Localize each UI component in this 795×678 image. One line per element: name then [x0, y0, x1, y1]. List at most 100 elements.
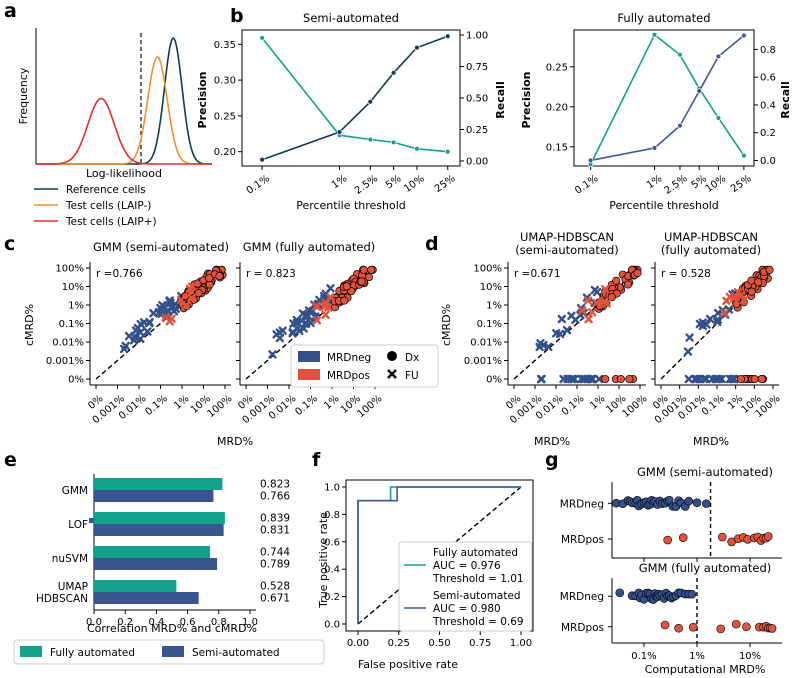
d1-title-line2: (semi-automated) [515, 243, 619, 257]
scatter-ytick-label: 1% [486, 301, 502, 312]
mrdneg-fu-point [160, 302, 169, 312]
legend-c-label-dx: Dx [405, 352, 419, 364]
mrdneg-fu-point [588, 374, 597, 384]
b-point-precision [715, 115, 722, 121]
mrdneg-fu-point [292, 319, 302, 328]
b-xtick-label: 1% [645, 173, 664, 191]
e-bar-value-label: 0.831 [260, 525, 290, 537]
e-category-label: nuSVM [52, 553, 88, 565]
b-point-recall [444, 33, 451, 40]
b-xtick-label: 5% [384, 173, 403, 191]
panel-label-d: d [425, 233, 439, 255]
scatter-xtick-label: 1% [322, 393, 341, 412]
mrdpos-fu-point [181, 301, 190, 311]
correlation-label: r = 0.823 [246, 268, 296, 280]
scatter-xtick-label: 0.1% [560, 393, 587, 418]
g-category-label: MRDneg [560, 591, 604, 603]
mrdneg-fu-point [586, 374, 595, 384]
legend-c-marker-dx [387, 351, 397, 361]
b1-ylabel-right: Recall [494, 81, 507, 118]
mrdneg-fu-point [562, 325, 572, 335]
axis-a-xlabel: Log-likelihood [86, 167, 162, 180]
g-mrdpos-point [674, 623, 683, 633]
scatter-xtick-label: 100% [620, 393, 649, 420]
b-point-recall [696, 88, 702, 94]
g1-title: GMM (semi-automated) [637, 465, 773, 479]
f-ytick-label: 1.0 [324, 483, 340, 494]
f-ytick-label: 0.4 [324, 565, 340, 576]
legend-a: Reference cells Test cells (LAIP-) Test … [34, 184, 157, 228]
b-ytick-right-label: 0.0 [760, 156, 776, 167]
legend-c-label-mrdneg: MRDneg [327, 352, 371, 364]
b1-ylabel-left: Precision [196, 72, 209, 129]
scatter-ytick-label: 0% [68, 375, 84, 386]
mrdneg-fu-point [278, 326, 287, 335]
panel-label-a: a [4, 0, 17, 22]
legend-e-label-fully: Fully automated [50, 647, 135, 659]
e-category-label: GMM [62, 485, 88, 497]
e-bar-value-label: 0.744 [260, 547, 290, 559]
legend-e: Fully automated Semi-automated [13, 639, 325, 665]
b-point-recall [715, 53, 722, 60]
e-bar-semi-automated [94, 490, 214, 502]
b1-frame [241, 29, 461, 167]
c2-title: GMM (fully automated) [243, 240, 376, 254]
scatter-xtick-label: 0.1% [293, 393, 320, 418]
b1-xlabel: Percentile threshold [296, 199, 406, 212]
scatter-ytick-label: 1% [68, 301, 84, 312]
e-bar-value-label: 0.789 [260, 559, 290, 571]
b-ytick-right-label: 0.00 [466, 156, 488, 167]
b-xtick-label: 2.5% [353, 173, 380, 197]
mrdpos-dx-point [633, 269, 642, 278]
b-series-line-precision [589, 33, 745, 165]
f-roc-semi-automated [357, 486, 521, 624]
scatter-xtick-label: 1% [172, 393, 191, 412]
mrdpos-dx-point [616, 374, 625, 384]
mrdneg-fu-point [705, 314, 715, 324]
mrdpos-fu-point [321, 298, 330, 308]
mrdpos-dx-point [357, 277, 366, 286]
scatter-ytick-label: 10% [480, 282, 502, 293]
scatter-xtick-label: 100% [205, 393, 234, 420]
mrdpos-fu-point [176, 295, 186, 304]
scatter-ytick-label: 0.001% [464, 356, 502, 367]
mrdneg-fu-point [170, 299, 180, 309]
b-ytick-left-label: 0.35 [214, 40, 236, 51]
b-point-recall [677, 123, 683, 129]
e-bar-fully-automated [94, 512, 225, 524]
mrdneg-fu-point [563, 374, 572, 384]
mrdneg-fu-point [298, 309, 308, 318]
legend-e-swatch-fully [20, 646, 42, 657]
mrdpos-dx-point [364, 273, 374, 282]
b-xtick-label: 25% [433, 173, 458, 195]
mrdpos-dx-point [765, 265, 774, 274]
d1-title-line1: UMAP-HDBSCAN [520, 230, 614, 244]
panel-label-b: b [230, 5, 244, 27]
b-ytick-right-label: 0.6 [760, 73, 776, 84]
scatter-ytick-label: 0.01% [52, 338, 84, 349]
mrdpos-fu-point [312, 302, 322, 311]
scatter-ytick-label: 0.1% [59, 319, 84, 330]
legend-f-semi-line1: Semi-automated [433, 590, 521, 602]
b-point-precision [414, 146, 420, 152]
legend-e-swatch-semi [162, 646, 184, 657]
legend-f-semi-line2: AUC = 0.980 [433, 603, 501, 615]
mrdneg-fu-point [579, 374, 588, 384]
e-bar-semi-automated [94, 524, 224, 536]
mrdpos-dx-point [601, 374, 610, 384]
b-ytick-right-label: 0.25 [466, 125, 488, 136]
e-category-label: HDBSCAN [36, 593, 88, 605]
mrdpos-fu-point [737, 290, 746, 300]
g-mrdneg-point [615, 588, 625, 598]
b-point-recall [259, 156, 265, 163]
e-bar-value-label: 0.528 [260, 581, 290, 593]
e-xtick-label: 0.4 [148, 617, 164, 628]
e-bar-fully-automated [94, 546, 211, 558]
mrdneg-fu-point [555, 329, 565, 339]
panel-d-umap-hdbscan-scatter: UMAP-HDBSCAN (semi-automated) UMAP-HDBSC… [440, 230, 782, 448]
legend-c-label-mrdpos: MRDpos [327, 370, 370, 382]
b-series-line-recall [261, 35, 449, 161]
scatter-xtick-label: 0.1% [700, 393, 727, 418]
b2-frame [573, 29, 755, 167]
